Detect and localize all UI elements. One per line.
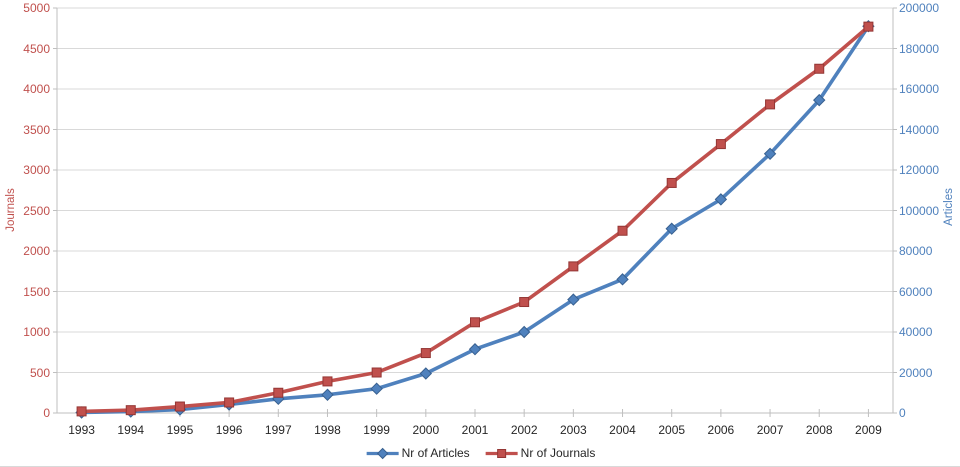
right-axis-tick-label: 80000 [899, 244, 933, 258]
left-axis-tick-label: 3000 [23, 163, 50, 177]
right-axis-tick-label: 0 [899, 406, 906, 420]
marker-articles [567, 293, 580, 306]
left-axis-tick-label: 4000 [23, 82, 50, 96]
marker-journals [814, 63, 825, 74]
legend-marker-journals [485, 448, 518, 458]
left-axis-tick-label: 0 [43, 406, 50, 420]
left-axis-title: Journals [5, 188, 17, 232]
marker-articles [419, 367, 433, 380]
right-axis-tick-label: 140000 [899, 122, 940, 137]
marker-journals [322, 376, 333, 387]
right-axis-tick-label: 60000 [899, 284, 933, 299]
x-axis-tick-label: 2008 [805, 423, 833, 437]
left-axis-tick-label: 2000 [23, 244, 50, 258]
right-axis-tick-label: 160000 [899, 82, 940, 96]
x-axis-tick-label: 2004 [609, 423, 636, 437]
left-axis-tick-label: 5000 [23, 1, 50, 15]
marker-journals [371, 367, 382, 378]
marker-journals [273, 387, 284, 398]
x-axis-tick-label: 1998 [314, 423, 341, 437]
marker-journals [470, 317, 480, 328]
x-axis-tick-label: 2009 [855, 423, 882, 437]
marker-articles [517, 325, 531, 339]
legend: Nr of Articles Nr of Journals [365, 446, 596, 460]
x-axis-tick-label: 2005 [658, 423, 686, 437]
x-axis-tick-label: 2000 [412, 423, 440, 437]
marker-articles [714, 193, 728, 206]
marker-articles [763, 147, 777, 161]
legend-label-articles: Nr of Articles [401, 446, 470, 460]
marker-journals [863, 21, 874, 32]
legend-item-articles: Nr of Articles [365, 446, 470, 460]
x-axis-tick-label: 1994 [117, 423, 145, 437]
legend-item-journals: Nr of Journals [484, 446, 596, 460]
x-axis-tick-label: 2001 [461, 423, 489, 437]
marker-journals [666, 177, 677, 188]
right-axis-tick-label: 100000 [899, 203, 940, 218]
x-axis-tick-label: 2002 [510, 423, 538, 437]
legend-label-journals: Nr of Journals [520, 446, 596, 460]
x-axis-tick-label: 1993 [68, 423, 95, 437]
marker-journals [765, 99, 776, 110]
left-axis-tick-label: 2500 [23, 203, 50, 218]
marker-journals [76, 406, 87, 417]
right-axis-tick-label: 40000 [899, 325, 933, 339]
marker-journals [174, 401, 185, 412]
right-axis-tick-label: 180000 [899, 41, 940, 56]
right-axis-tick-label: 200000 [899, 1, 940, 15]
x-axis-tick-label: 1999 [363, 423, 390, 437]
marker-articles [468, 343, 482, 356]
x-axis-tick-label: 1995 [166, 423, 194, 437]
marker-articles [370, 382, 383, 395]
right-axis-tick-label: 120000 [899, 163, 940, 177]
x-axis-tick-label: 1997 [264, 423, 292, 437]
right-axis-title: Articles [943, 188, 955, 226]
marker-articles [321, 388, 334, 401]
marker-articles [665, 222, 678, 235]
x-axis-tick-label: 2007 [756, 423, 784, 437]
marker-journals [715, 139, 726, 150]
marker-journals [617, 225, 628, 236]
left-axis-tick-label: 3500 [23, 122, 50, 137]
legend-marker-shape-journals [497, 448, 507, 458]
left-axis-tick-label: 500 [29, 365, 50, 380]
marker-journals [224, 397, 235, 408]
marker-journals [568, 261, 579, 272]
marker-journals [125, 405, 136, 416]
x-axis-tick-label: 1996 [215, 423, 243, 437]
right-axis-tick-label: 20000 [899, 365, 933, 380]
marker-journals [519, 297, 530, 308]
marker-articles [813, 93, 826, 107]
left-axis-tick-label: 1000 [23, 325, 50, 339]
left-axis-tick-label: 4500 [23, 41, 50, 56]
legend-marker-shape-articles [376, 447, 389, 459]
x-axis-tick-label: 2006 [707, 423, 735, 437]
legend-marker-articles [366, 447, 399, 459]
marker-journals [420, 348, 431, 359]
marker-articles [616, 273, 629, 286]
x-axis-tick-label: 2003 [559, 423, 587, 437]
left-axis-tick-label: 1500 [23, 284, 50, 299]
